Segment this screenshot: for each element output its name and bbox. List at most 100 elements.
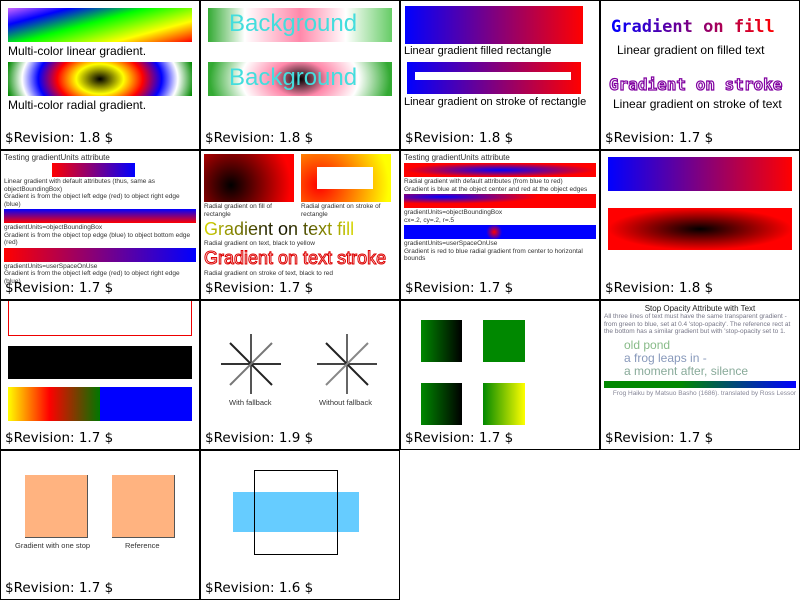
linear-gradient-rect bbox=[8, 8, 192, 42]
test-cell-gradientunits-radial: Testing gradientUnits attribute Radial g… bbox=[400, 150, 600, 300]
gradient-rect bbox=[4, 247, 196, 262]
test-cell-text-gradient: Gradient on fill Linear gradient on fill… bbox=[600, 0, 800, 150]
caption: cx=.2, cy=.2, r=.5 bbox=[404, 216, 455, 224]
outline-rect bbox=[254, 470, 338, 555]
haiku-line: a frog leaps in - bbox=[624, 350, 707, 365]
test-cell-background: Background Background $Revision: 1.8 $ bbox=[200, 0, 400, 150]
revision: $Revision: 1.6 $ bbox=[205, 580, 314, 596]
description: the bottom has a similar gradient but wi… bbox=[604, 328, 786, 335]
haiku-line: old pond bbox=[624, 337, 671, 352]
red-outline-rect bbox=[8, 301, 192, 336]
caption: Linear gradient filled rectangle bbox=[404, 45, 552, 57]
revision: $Revision: 1.9 $ bbox=[205, 430, 314, 446]
revision: $Revision: 1.8 $ bbox=[5, 130, 114, 146]
background-text: Background bbox=[229, 10, 358, 37]
caption: Linear gradient on filled text bbox=[617, 43, 765, 57]
black-rect bbox=[8, 346, 192, 379]
radial-stroke-rect bbox=[301, 154, 391, 202]
background-text: Background bbox=[229, 64, 358, 91]
haiku-line: a moment after, silence bbox=[624, 363, 749, 378]
test-cell-linear-rect: Linear gradient filled rectangle Linear … bbox=[400, 0, 600, 150]
revision: $Revision: 1.8 $ bbox=[405, 130, 514, 146]
caption: gradientUnits=userSpaceOnUse bbox=[404, 240, 498, 247]
test-cell-stop-opacity: Stop Opacity Attribute with Text All thr… bbox=[600, 300, 800, 450]
gradient-text-stroke: Gradient on text stroke bbox=[203, 248, 387, 269]
caption: Gradient is from the object top edge (bl… bbox=[4, 231, 191, 247]
revision: $Revision: 1.7 $ bbox=[405, 430, 514, 446]
blue-rect bbox=[100, 387, 192, 421]
test-cell-gradientunits-linear: Testing gradientUnits attribute Linear g… bbox=[0, 150, 200, 300]
star-icon bbox=[317, 334, 377, 394]
gradient-square bbox=[483, 383, 525, 425]
caption: Radial gradient on stroke of text, black… bbox=[204, 270, 333, 277]
caption: Gradient is red to blue radial gradient … bbox=[404, 247, 583, 263]
revision: $Revision: 1.7 $ bbox=[605, 130, 714, 146]
description: from green to blue, set at 0.4 'stop-opa… bbox=[604, 320, 791, 328]
footer: Frog Haiku by Matsuo Basho (1686). trans… bbox=[612, 389, 796, 397]
revision: $Revision: 1.8 $ bbox=[605, 280, 714, 296]
revision: $Revision: 1.7 $ bbox=[405, 280, 514, 296]
revision: $Revision: 1.8 $ bbox=[205, 130, 314, 146]
gradient-square bbox=[421, 383, 462, 425]
caption: Radial gradient on text, black to yellow bbox=[204, 240, 315, 247]
caption: Gradient is from the object left edge (r… bbox=[4, 270, 180, 285]
title: Testing gradientUnits attribute bbox=[404, 153, 510, 162]
title: Testing gradientUnits attribute bbox=[4, 153, 110, 162]
gradient-rect bbox=[52, 163, 135, 177]
revision: $Revision: 1.7 $ bbox=[5, 430, 114, 446]
test-cell-gradient-rects: $Revision: 1.8 $ bbox=[600, 150, 800, 300]
reference-square bbox=[112, 475, 175, 538]
description: All three lines of text must have the sa… bbox=[604, 313, 787, 320]
test-content: Testing gradientUnits attribute Linear g… bbox=[4, 153, 196, 285]
caption: Reference bbox=[125, 541, 160, 550]
caption: Gradient is blue at the object center an… bbox=[404, 185, 588, 193]
caption: Linear gradient with default attributes … bbox=[4, 178, 156, 193]
caption: Gradient with one stop bbox=[15, 541, 91, 550]
test-content: Testing gradientUnits attribute Radial g… bbox=[404, 153, 596, 263]
reference-rect bbox=[604, 380, 796, 388]
caption: gradientUnits=objectBoundingBox bbox=[4, 224, 103, 231]
background-radial-rect bbox=[208, 62, 392, 96]
gradient-rect bbox=[8, 387, 100, 421]
revision: $Revision: 1.7 $ bbox=[5, 280, 114, 296]
gradient-rect bbox=[4, 209, 196, 223]
test-cell-multicolor: Multi-color linear gradient. Multi-color… bbox=[0, 0, 200, 150]
green-square bbox=[483, 320, 525, 362]
star-icon bbox=[221, 334, 281, 394]
test-cell-squares: $Revision: 1.7 $ bbox=[400, 300, 600, 450]
title: Stop Opacity Attribute with Text bbox=[644, 304, 756, 313]
radial-gradient-rect bbox=[8, 62, 192, 96]
caption: Multi-color linear gradient. bbox=[8, 44, 147, 58]
radial-fill-rect bbox=[204, 154, 294, 202]
revision: $Revision: 1.7 $ bbox=[5, 580, 114, 596]
radial-rect bbox=[608, 208, 792, 250]
test-cell-radial-misc: Radial gradient on fill of rectangle Rad… bbox=[200, 150, 400, 300]
test-cell-fallback: With fallback Without fallback $Revision… bbox=[200, 300, 400, 450]
revision: $Revision: 1.7 $ bbox=[205, 280, 314, 296]
revision: $Revision: 1.7 $ bbox=[605, 430, 714, 446]
test-cell-one-stop: Gradient with one stop Reference $Revisi… bbox=[0, 450, 200, 600]
caption: Without fallback bbox=[319, 398, 372, 407]
gradient-rect bbox=[404, 225, 596, 239]
filled-rect bbox=[405, 6, 583, 44]
gradient-rect bbox=[404, 194, 596, 208]
gradient-rect bbox=[404, 163, 596, 177]
gradient-text-fill: Gradient on text fill bbox=[204, 219, 355, 239]
caption: Linear gradient on stroke of text bbox=[613, 97, 782, 111]
caption: Gradient is from the object left edge (r… bbox=[4, 193, 180, 208]
caption: With fallback bbox=[229, 398, 272, 407]
caption: Radial gradient with default attributes … bbox=[404, 178, 563, 185]
caption: Multi-color radial gradient. bbox=[8, 98, 147, 112]
test-cell-stops: $Revision: 1.7 $ bbox=[0, 300, 200, 450]
background-rect bbox=[208, 8, 392, 42]
caption: Radial gradient on fill of rectangle bbox=[204, 203, 272, 218]
gradient-stroke-text: Gradient on stroke bbox=[608, 74, 783, 94]
stroked-rect bbox=[407, 62, 581, 94]
test-cell-overlap: $Revision: 1.6 $ bbox=[200, 450, 400, 600]
caption: gradientUnits=userSpaceOnUse bbox=[4, 262, 98, 270]
linear-rect bbox=[608, 157, 792, 191]
one-stop-square bbox=[25, 475, 88, 538]
gradient-square bbox=[421, 320, 462, 362]
test-content: Stop Opacity Attribute with Text All thr… bbox=[604, 304, 796, 397]
stars-graphic bbox=[221, 334, 377, 394]
